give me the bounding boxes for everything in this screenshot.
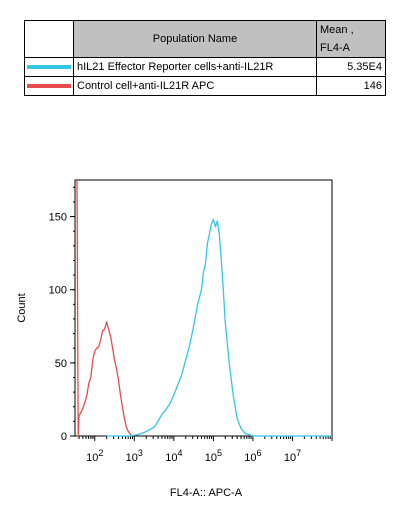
- legend-header-mean-line1: Mean ,: [320, 24, 354, 36]
- legend-table: Population Name Mean , FL4-A hIL21 Effec…: [24, 20, 386, 96]
- x-tick-label: 104: [165, 448, 182, 464]
- x-tick-exponent: 5: [217, 448, 222, 458]
- x-tick-label: 106: [244, 448, 261, 464]
- series-layer: [76, 179, 332, 437]
- plot-border: [74, 179, 333, 437]
- legend-row-mean: 146: [316, 76, 386, 96]
- x-axis-ticks: 102 103 104 105 106 107: [78, 436, 333, 464]
- x-tick-label: 102: [86, 448, 103, 464]
- y-axis-ticks: 0 50 100 150: [49, 186, 75, 443]
- x-tick-exponent: 2: [98, 448, 103, 458]
- x-tick-label: 107: [284, 448, 301, 464]
- reporter-series-line: [106, 218, 332, 437]
- y-axis-title: Count: [16, 293, 28, 322]
- y-tick-label: 100: [49, 285, 67, 297]
- x-tick-base: 10: [244, 452, 256, 464]
- x-tick-exponent: 3: [138, 448, 143, 458]
- x-tick-base: 10: [86, 452, 98, 464]
- y-tick-label: 150: [49, 212, 67, 224]
- x-tick-label: 103: [126, 448, 143, 464]
- x-tick-exponent: 4: [177, 448, 182, 458]
- x-axis-title: FL4-A:: APC-A: [170, 487, 243, 499]
- legend-row: hIL21 Effector Reporter cells+anti-IL21R…: [24, 57, 386, 77]
- x-tick-base: 10: [126, 452, 138, 464]
- x-tick-label: 105: [205, 448, 222, 464]
- legend-row-name: hIL21 Effector Reporter cells+anti-IL21R: [73, 57, 317, 77]
- x-tick-exponent: 7: [296, 448, 301, 458]
- legend-row-name: Control cell+anti-IL21R APC: [73, 76, 317, 96]
- x-tick-base: 10: [284, 452, 296, 464]
- legend-row: Control cell+anti-IL21R APC 146: [24, 76, 386, 96]
- x-tick-exponent: 6: [257, 448, 262, 458]
- legend-header-blank: [24, 20, 74, 58]
- legend-swatch-red: [27, 84, 71, 88]
- legend-row-mean: 5.35E4: [316, 57, 386, 77]
- x-tick-base: 10: [165, 452, 177, 464]
- y-tick-label: 50: [55, 358, 67, 370]
- y-tick-label: 0: [61, 431, 67, 443]
- x-tick-base: 10: [205, 452, 217, 464]
- plot-frame: [74, 179, 333, 437]
- control-series-line: [76, 179, 133, 437]
- legend-swatch-cyan: [27, 65, 71, 69]
- legend-header-mean: Mean , FL4-A: [316, 20, 386, 58]
- legend-header-mean-line2: FL4-A: [320, 42, 350, 54]
